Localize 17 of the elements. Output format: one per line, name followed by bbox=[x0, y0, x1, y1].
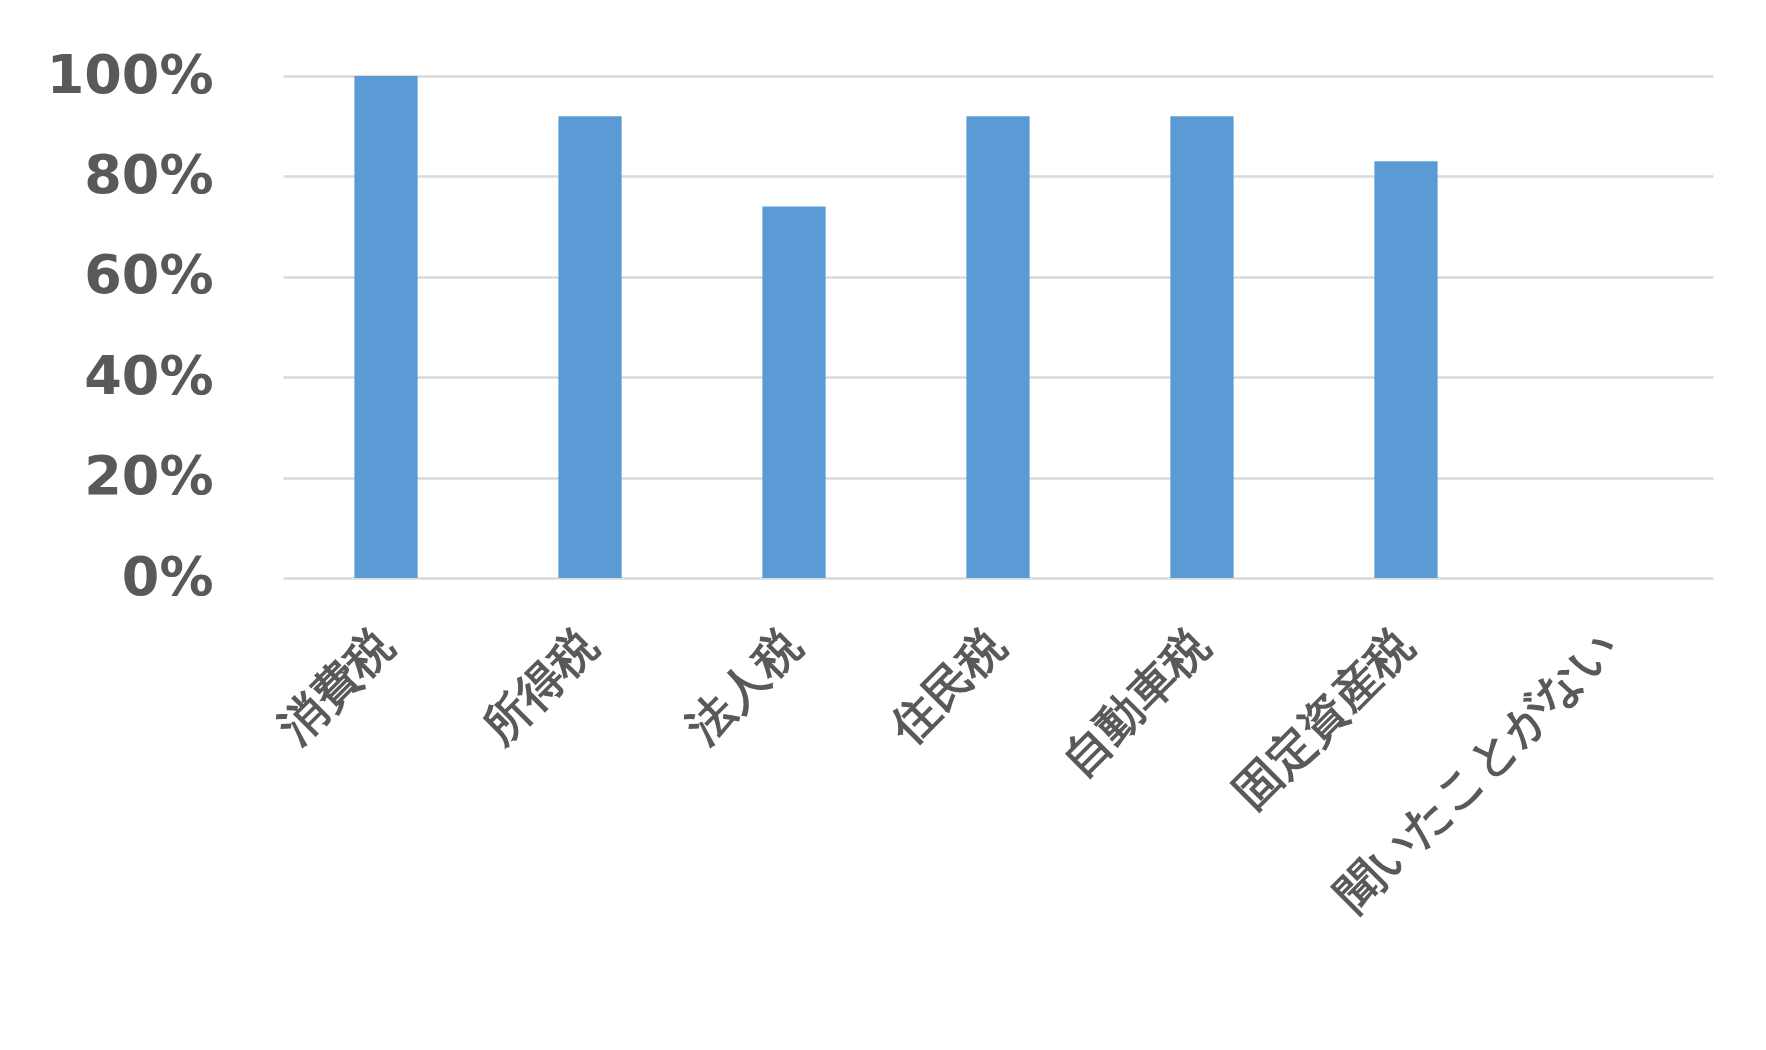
bar bbox=[762, 206, 826, 578]
x-tick-label: 法人税 bbox=[675, 617, 812, 755]
x-tick-label: 住民税 bbox=[878, 617, 1016, 756]
bar bbox=[354, 76, 418, 578]
y-tick-label: 40% bbox=[84, 343, 214, 407]
y-tick-label: 60% bbox=[84, 243, 214, 307]
bar bbox=[966, 116, 1030, 578]
bar bbox=[558, 116, 622, 578]
y-tick-label: 0% bbox=[121, 544, 214, 608]
x-tick-label: 所得税 bbox=[471, 617, 608, 755]
x-tick-label: 消費税 bbox=[267, 617, 404, 755]
bar bbox=[1170, 116, 1234, 578]
bar bbox=[1374, 161, 1438, 578]
y-tick-label: 100% bbox=[46, 42, 214, 106]
x-tick-label: 自動車税 bbox=[1051, 617, 1220, 787]
y-tick-label: 80% bbox=[84, 142, 214, 206]
y-tick-label: 20% bbox=[84, 444, 214, 508]
